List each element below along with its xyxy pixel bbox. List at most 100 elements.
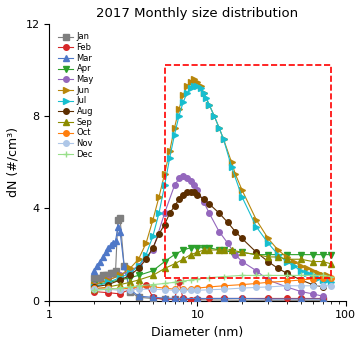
Apr [310,253,315,257]
Oct [136,285,141,289]
Oct [266,280,270,284]
Jun [240,188,244,192]
Jul [212,114,216,118]
Sep [321,260,325,264]
Apr [221,248,226,252]
Nov [221,287,226,291]
Jan [111,271,115,275]
Aug [157,232,161,236]
Aug [162,222,167,227]
Apr [217,248,221,252]
Jun [299,264,303,268]
Jul [162,183,167,188]
Oct [106,286,110,290]
May [177,176,181,181]
Jul [240,195,244,199]
May [240,260,244,264]
Sep [229,248,234,252]
Jul [254,225,258,229]
Jun [233,172,237,176]
Aug [106,283,110,287]
Feb [321,297,325,301]
Mar [181,297,185,301]
Jun [144,241,148,245]
Apr [118,278,122,282]
Line: Feb: Feb [91,280,325,302]
Jul [192,84,196,88]
Jul [310,273,315,277]
Dec [299,273,303,277]
May [321,294,325,298]
Apr [151,269,155,273]
Mar [136,294,141,298]
Feb [266,297,270,301]
Dec [92,288,96,292]
Jul [229,165,234,169]
Feb [118,292,122,296]
Jul [207,102,211,107]
Dec [329,274,333,279]
Jul [285,260,289,264]
Sep [207,248,211,252]
Jan [195,298,200,302]
Apr [240,250,244,254]
May [285,285,289,289]
Sep [172,262,177,266]
Jan [122,264,126,268]
Sep [106,285,110,289]
Feb [136,285,141,289]
Jun [305,266,309,271]
Dec [162,281,167,285]
May [162,211,167,215]
Apr [128,276,132,280]
Apr [299,253,303,257]
Jul [325,278,329,282]
May [181,174,185,178]
Jan [136,295,141,299]
Apr [321,253,325,257]
Apr [195,246,200,250]
Jun [266,236,270,240]
Mar [221,297,226,301]
Nov [299,284,303,288]
Aug [192,190,196,194]
Oct [207,285,211,289]
Apr [106,280,110,284]
Feb [106,291,110,295]
Jan [95,276,99,280]
Oct [92,286,96,290]
Jan [116,218,120,222]
Nov [172,288,177,292]
Jul [136,264,141,268]
May [185,176,189,181]
Jun [128,266,132,271]
Apr [266,253,270,257]
May [225,241,230,245]
May [92,283,96,287]
May [195,188,200,192]
Jun [118,273,122,277]
Nov [310,284,315,288]
Dec [240,273,244,277]
Mar [116,225,120,229]
Jan [106,273,110,277]
Aug [254,250,258,254]
Mar [240,297,244,301]
Oct [172,287,177,291]
Apr [329,253,333,257]
Dec [106,287,110,291]
Jun [207,102,211,107]
Oct [195,286,200,290]
Aug [185,190,189,194]
Jun [254,218,258,222]
Mar [299,297,303,301]
Jun [157,195,161,199]
Jul [204,95,209,100]
Apr [207,246,211,250]
Aug [188,190,193,194]
Aug [299,278,303,282]
Nov [118,288,122,292]
Aug [201,197,206,201]
Legend: Jan, Feb, Mar, Apr, May, Jun, Jul, Aug, Sep, Oct, Nov, Dec: Jan, Feb, Mar, Apr, May, Jun, Jul, Aug, … [57,31,95,161]
Dec [172,280,177,284]
